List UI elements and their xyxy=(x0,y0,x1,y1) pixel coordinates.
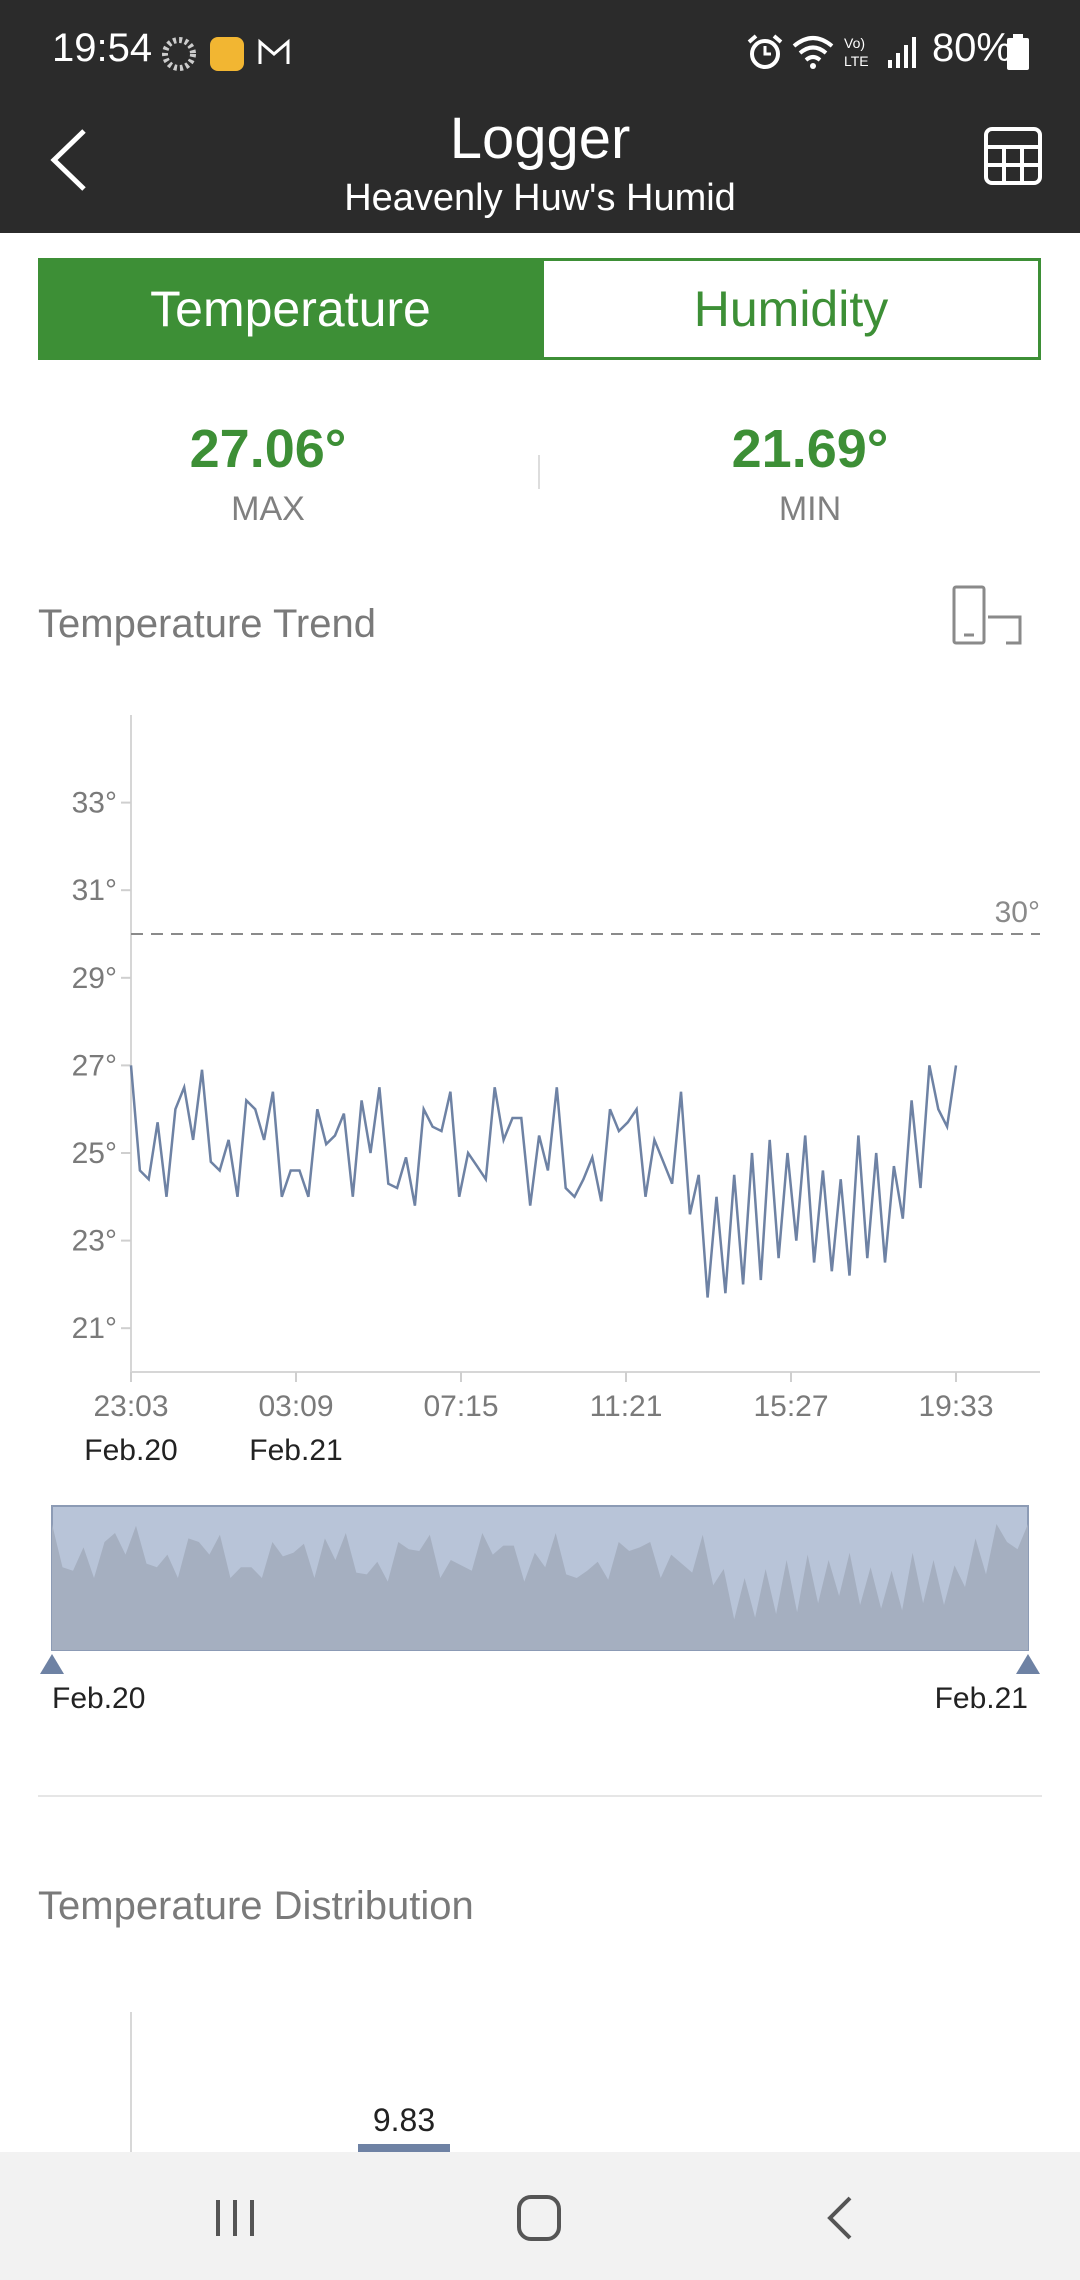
distribution-title: Temperature Distribution xyxy=(38,1884,474,1928)
battery-icon xyxy=(1007,34,1029,70)
y-tick-label: 21° xyxy=(72,1312,117,1345)
y-tick-label: 27° xyxy=(72,1049,117,1082)
trend-title: Temperature Trend xyxy=(38,602,376,646)
table-view-icon[interactable] xyxy=(982,125,1044,187)
y-tick-label: 31° xyxy=(72,874,117,907)
back-arrow-icon[interactable] xyxy=(44,125,92,195)
range-start-label: Feb.20 xyxy=(52,1682,146,1715)
stats-divider xyxy=(538,455,540,489)
x-tick-label: 11:21 xyxy=(590,1390,663,1423)
range-start-handle xyxy=(40,1654,64,1674)
y-tick-label: 25° xyxy=(72,1137,117,1170)
x-date-label: Feb.21 xyxy=(249,1434,342,1467)
page-title: Logger xyxy=(449,106,631,171)
range-selector[interactable] xyxy=(0,1500,1080,1680)
mail-icon xyxy=(258,38,290,64)
x-tick-label: 07:15 xyxy=(423,1390,498,1423)
app-notification-icon xyxy=(210,37,244,71)
system-nav-bar xyxy=(0,2152,1080,2280)
section-divider xyxy=(38,1795,1042,1797)
tab-temperature[interactable]: Temperature xyxy=(38,258,543,360)
range-end-handle xyxy=(1016,1654,1040,1674)
svg-text:Vo): Vo) xyxy=(844,35,865,51)
distribution-y-axis xyxy=(130,2012,132,2152)
temperature-series-line xyxy=(129,1065,958,1298)
sync-icon xyxy=(162,37,196,71)
distribution-bar xyxy=(358,2144,450,2152)
y-tick-label: 33° xyxy=(72,787,117,820)
battery-percent: 80% xyxy=(931,26,1012,70)
y-tick-label: 23° xyxy=(72,1225,117,1258)
home-icon[interactable] xyxy=(516,2194,562,2242)
x-tick-label: 03:09 xyxy=(258,1390,333,1423)
status-bar: 19:54 Vo) LTE 80% xyxy=(0,0,1080,105)
rotate-screen-icon[interactable] xyxy=(950,585,1026,647)
distribution-bar-value: 9.83 xyxy=(372,2102,436,2138)
alarm-icon xyxy=(747,34,783,69)
x-tick-label: 15:27 xyxy=(753,1390,828,1423)
recent-apps-icon[interactable] xyxy=(212,2198,258,2238)
y-tick-label: 29° xyxy=(72,962,117,995)
wifi-icon xyxy=(792,36,834,69)
max-label: MAX xyxy=(231,490,305,528)
volte-icon: Vo) LTE xyxy=(844,35,869,69)
svg-text:LTE: LTE xyxy=(844,53,869,69)
threshold-label: 30° xyxy=(995,896,1040,929)
min-temperature-value: 21.69° xyxy=(731,419,889,479)
temperature-trend-chart: 33° 31° 29° 27° 25° 23° 21° 23:03 Feb.20 03:09 Feb… xyxy=(72,715,1040,1467)
range-end-label: Feb.21 xyxy=(934,1682,1028,1715)
range-area-series xyxy=(52,1524,1028,1650)
app-header: Logger Heavenly Huw's Humid xyxy=(0,105,1080,233)
signal-icon xyxy=(888,37,916,68)
status-time: 19:54 xyxy=(52,26,153,70)
x-date-label: Feb.20 xyxy=(84,1434,177,1467)
system-back-icon[interactable] xyxy=(822,2194,858,2242)
device-name: Heavenly Huw's Humid xyxy=(344,177,736,219)
min-label: MIN xyxy=(778,490,842,528)
x-tick-label: 19:33 xyxy=(918,1390,993,1423)
x-tick-label: 23:03 xyxy=(93,1390,168,1423)
tab-humidity[interactable]: Humidity xyxy=(541,258,1041,360)
max-temperature-value: 27.06° xyxy=(189,419,347,479)
